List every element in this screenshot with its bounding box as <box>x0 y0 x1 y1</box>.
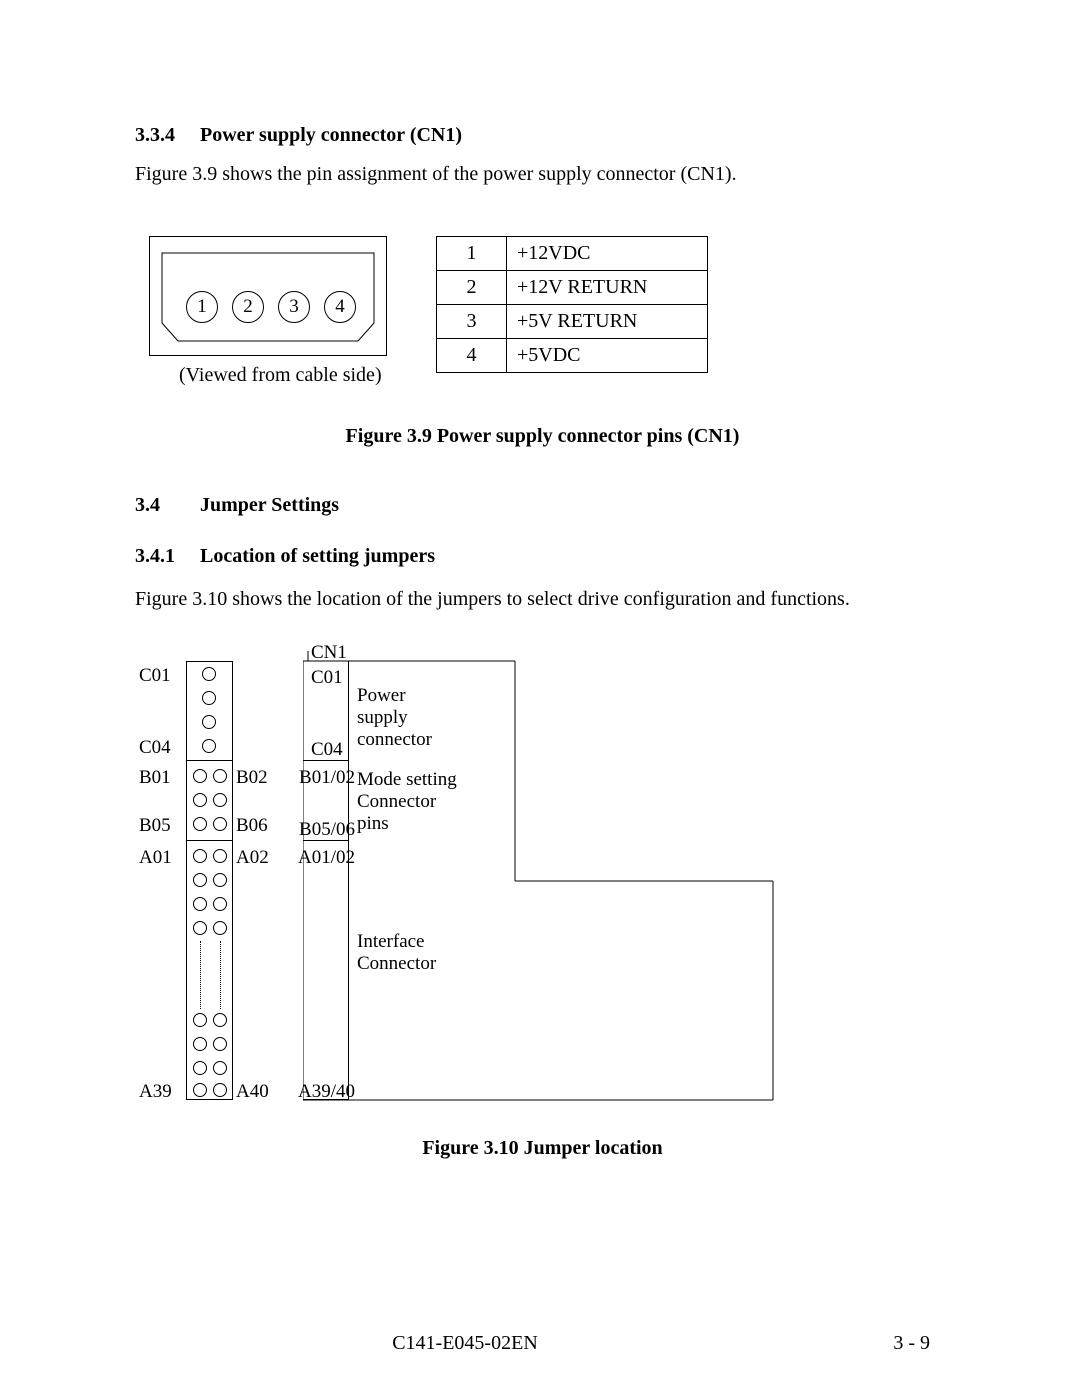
heading-341: 3.4.1 Location of setting jumpers <box>135 543 950 570</box>
pin-hole <box>202 715 216 729</box>
footer-right: 3 - 9 <box>830 1330 930 1357</box>
footer-center: C141-E045-02EN <box>100 1330 830 1357</box>
pin-hole <box>213 1061 227 1075</box>
lbl-a40-r: A40 <box>236 1079 269 1105</box>
pin-hole <box>193 897 207 911</box>
desc-mode3: pins <box>357 811 389 837</box>
sectitle-34: Jumper Settings <box>200 494 339 516</box>
pin-hole <box>193 793 207 807</box>
page: 3.3.4 Power supply connector (CN1) Figur… <box>0 0 1080 1397</box>
pin-hole <box>213 1083 227 1097</box>
cell-val: +5V RETURN <box>507 305 707 338</box>
pin-2: 2 <box>232 291 264 323</box>
lbl-a0102-m: A01/02 <box>295 845 355 871</box>
lbl-cn1: CN1 <box>311 640 347 666</box>
pin-hole <box>213 769 227 783</box>
lbl-c01-m: C01 <box>311 665 343 691</box>
pin-hole <box>193 1037 207 1051</box>
pin-hole <box>213 1013 227 1027</box>
table-row: 4 +5VDC <box>437 338 707 372</box>
lbl-b02-r: B02 <box>236 765 268 791</box>
lbl-c04-m: C04 <box>311 737 343 763</box>
lbl-b01-l: B01 <box>139 765 171 791</box>
dotted-line <box>220 941 221 1009</box>
lbl-b06-r: B06 <box>236 813 268 839</box>
heading-334: 3.3.4 Power supply connector (CN1) <box>135 122 950 149</box>
cell-val: +12V RETURN <box>507 271 707 304</box>
pin-hole <box>193 1013 207 1027</box>
pin-hole <box>213 873 227 887</box>
pin-hole <box>193 769 207 783</box>
lbl-b0102-m: B01/02 <box>295 765 355 791</box>
secnum-34: 3.4 <box>135 492 195 519</box>
pin-hole <box>193 817 207 831</box>
pin-hole <box>213 849 227 863</box>
pin-4: 4 <box>324 291 356 323</box>
pin-hole <box>193 1083 207 1097</box>
pin-hole <box>193 1061 207 1075</box>
cell-pin: 1 <box>437 237 507 270</box>
pin-hole <box>202 739 216 753</box>
view-caption: (Viewed from cable side) <box>179 362 387 389</box>
lbl-c01-l: C01 <box>139 663 171 689</box>
lbl-b0506-m: B05/06 <box>295 817 355 843</box>
table-row: 3 +5V RETURN <box>437 304 707 338</box>
pin-3: 3 <box>278 291 310 323</box>
text-334: Figure 3.9 shows the pin assignment of t… <box>135 161 950 188</box>
lbl-a02-r: A02 <box>236 845 269 871</box>
pin-hole <box>193 849 207 863</box>
cell-val: +5VDC <box>507 339 707 372</box>
secnum-334: 3.3.4 <box>135 122 195 149</box>
pin-hole <box>193 921 207 935</box>
cell-val: +12VDC <box>507 237 707 270</box>
connector-diagram: 1 2 3 4 (Viewed from cable side) <box>149 236 387 389</box>
page-footer: C141-E045-02EN 3 - 9 <box>0 1330 1080 1357</box>
pin-hole <box>202 667 216 681</box>
cell-pin: 2 <box>437 271 507 304</box>
fig39-caption: Figure 3.9 Power supply connector pins (… <box>135 423 950 450</box>
cell-pin: 3 <box>437 305 507 338</box>
lbl-c04-l: C04 <box>139 735 171 761</box>
pin-hole <box>202 691 216 705</box>
desc-power3: connector <box>357 727 432 753</box>
pin-hole <box>213 897 227 911</box>
heading-34: 3.4 Jumper Settings <box>135 492 950 519</box>
lbl-a01-l: A01 <box>139 845 172 871</box>
sectitle-341: Location of setting jumpers <box>200 545 435 567</box>
dotted-line <box>200 941 201 1009</box>
pin-hole <box>213 921 227 935</box>
pin-hole <box>193 873 207 887</box>
table-row: 1 +12VDC <box>437 237 707 270</box>
fig310-caption: Figure 3.10 Jumper location <box>135 1135 950 1162</box>
pin-hole <box>213 817 227 831</box>
connector-outer-box: 1 2 3 4 <box>149 236 387 356</box>
lbl-a3940-m: A39/40 <box>295 1079 355 1105</box>
cell-pin: 4 <box>437 339 507 372</box>
pin-hole <box>213 1037 227 1051</box>
lbl-b05-l: B05 <box>139 813 171 839</box>
pin-1: 1 <box>186 291 218 323</box>
fig310-diagram: C01 C04 B01 B05 A01 A39 B02 B06 A02 A40 <box>135 651 950 1117</box>
secnum-341: 3.4.1 <box>135 543 195 570</box>
pin-hole <box>213 793 227 807</box>
table-row: 2 +12V RETURN <box>437 270 707 304</box>
desc-if2: Connector <box>357 951 436 977</box>
fig39-row: 1 2 3 4 (Viewed from cable side) 1 +12VD… <box>149 236 950 389</box>
sectitle-334: Power supply connector (CN1) <box>200 124 462 146</box>
text-341: Figure 3.10 shows the location of the ju… <box>135 586 950 613</box>
pin-table: 1 +12VDC 2 +12V RETURN 3 +5V RETURN 4 +5… <box>436 236 708 373</box>
lbl-a39-l: A39 <box>139 1079 172 1105</box>
